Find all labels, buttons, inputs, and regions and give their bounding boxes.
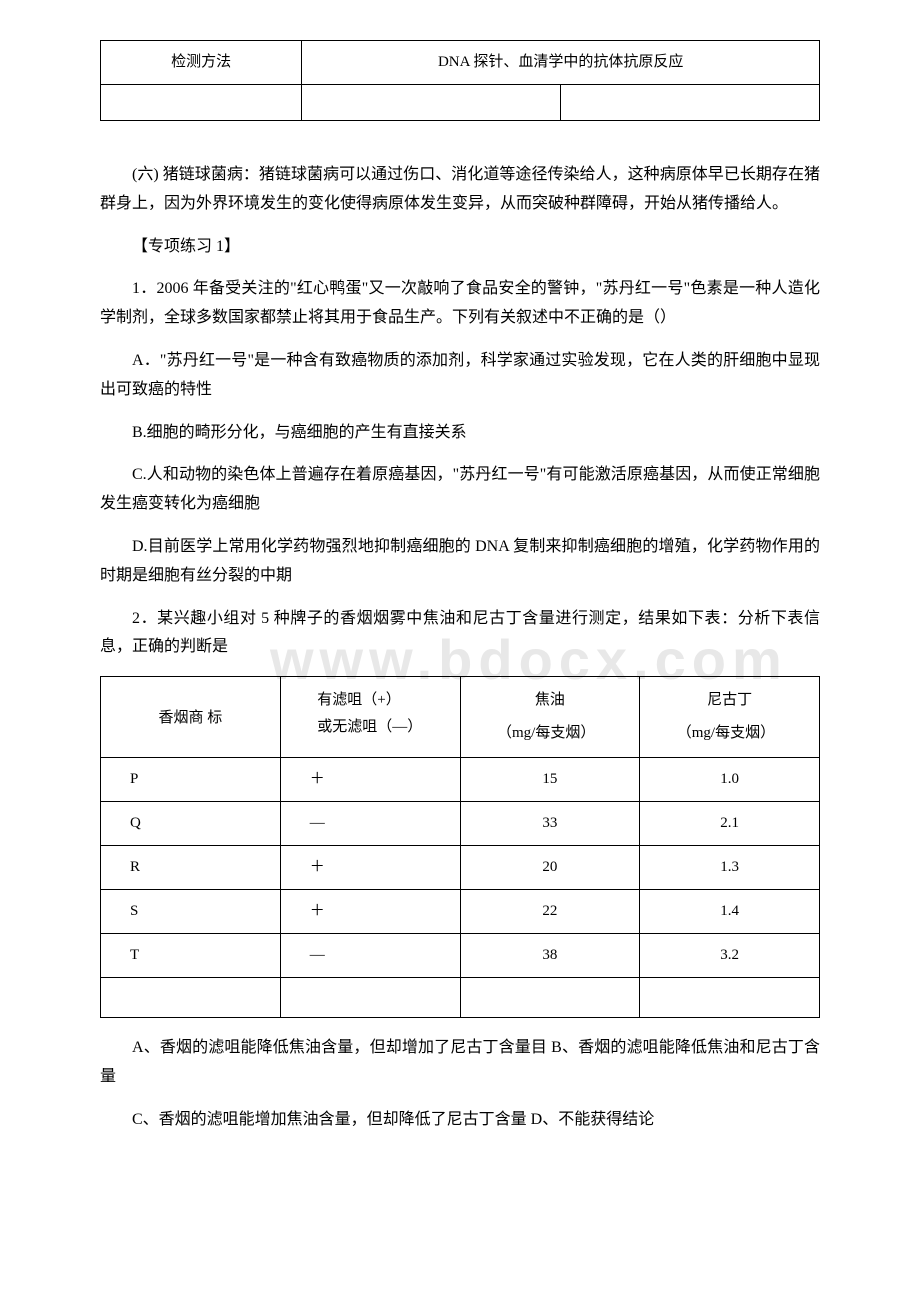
filter-cell: — [280, 802, 460, 846]
brand-cell: T [101, 934, 281, 978]
table-row: Q — 33 2.1 [101, 802, 820, 846]
filter-header-line1: 有滤咀（+） [295, 687, 446, 714]
table-row: 检测方法 DNA 探针、血清学中的抗体抗原反应 [101, 41, 820, 85]
nicotine-cell: 1.0 [640, 758, 820, 802]
brand-cell: R [101, 846, 281, 890]
empty-cell [101, 85, 302, 121]
question-2-intro: 2．某兴趣小组对 5 种牌子的香烟烟雾中焦油和尼古丁含量进行测定，结果如下表：分… [100, 605, 820, 663]
empty-cell [640, 978, 820, 1018]
tar-cell: 22 [460, 890, 640, 934]
table-row-empty [101, 978, 820, 1018]
cigarette-data-table: 香烟商 标 有滤咀（+） 或无滤咀（—） 焦油 （mg/每支烟） 尼古丁 （mg… [100, 676, 820, 1018]
question-1-option-c: C.人和动物的染色体上普遍存在着原癌基因，"苏丹红一号"有可能激活原癌基因，从而… [100, 461, 820, 519]
filter-cell: ＋ [280, 846, 460, 890]
header-brand: 香烟商 标 [101, 677, 281, 758]
empty-cell [561, 85, 820, 121]
detection-method-content: DNA 探针、血清学中的抗体抗原反应 [302, 41, 820, 85]
brand-cell: Q [101, 802, 281, 846]
brand-cell: S [101, 890, 281, 934]
empty-cell [460, 978, 640, 1018]
nicotine-cell: 2.1 [640, 802, 820, 846]
brand-cell: P [101, 758, 281, 802]
nicotine-cell: 3.2 [640, 934, 820, 978]
table-header-row: 香烟商 标 有滤咀（+） 或无滤咀（—） 焦油 （mg/每支烟） 尼古丁 （mg… [101, 677, 820, 758]
tar-cell: 38 [460, 934, 640, 978]
header-nicotine: 尼古丁 （mg/每支烟） [640, 677, 820, 758]
table-row: T — 38 3.2 [101, 934, 820, 978]
filter-cell: ＋ [280, 758, 460, 802]
tar-cell: 33 [460, 802, 640, 846]
detection-method-table: 检测方法 DNA 探针、血清学中的抗体抗原反应 [100, 40, 820, 121]
exercise-title: 【专项练习 1】 [100, 233, 820, 262]
question-1-intro: 1．2006 年备受关注的"红心鸭蛋"又一次敲响了食品安全的警钟，"苏丹红一号"… [100, 275, 820, 333]
detection-method-label: 检测方法 [101, 41, 302, 85]
filter-cell: — [280, 934, 460, 978]
tar-header-line2: （mg/每支烟） [475, 720, 626, 747]
nic-header-line1: 尼古丁 [654, 687, 805, 714]
table-row-empty [101, 85, 820, 121]
nicotine-cell: 1.4 [640, 890, 820, 934]
empty-cell [101, 978, 281, 1018]
question-1-option-d: D.目前医学上常用化学药物强烈地抑制癌细胞的 DNA 复制来抑制癌细胞的增殖，化… [100, 533, 820, 591]
tar-header-line1: 焦油 [475, 687, 626, 714]
tar-cell: 15 [460, 758, 640, 802]
empty-cell [302, 85, 561, 121]
header-filter: 有滤咀（+） 或无滤咀（—） [280, 677, 460, 758]
question-2-option-ab: A、香烟的滤咀能降低焦油含量，但却增加了尼古丁含量目 B、香烟的滤咀能降低焦油和… [100, 1034, 820, 1092]
question-2-option-cd: C、香烟的滤咀能增加焦油含量，但却降低了尼古丁含量 D、不能获得结论 [100, 1106, 820, 1135]
section-six-text: (六) 猪链球菌病：猪链球菌病可以通过伤口、消化道等途径传染给人，这种病原体早已… [100, 161, 820, 219]
filter-cell: ＋ [280, 890, 460, 934]
header-tar: 焦油 （mg/每支烟） [460, 677, 640, 758]
table-row: S ＋ 22 1.4 [101, 890, 820, 934]
table-row: R ＋ 20 1.3 [101, 846, 820, 890]
brand-header-text: 香烟商 标 [115, 687, 266, 732]
nicotine-cell: 1.3 [640, 846, 820, 890]
table-row: P ＋ 15 1.0 [101, 758, 820, 802]
filter-header-line2: 或无滤咀（—） [295, 714, 446, 741]
empty-cell [280, 978, 460, 1018]
question-1-option-b: B.细胞的畸形分化，与癌细胞的产生有直接关系 [100, 419, 820, 448]
nic-header-line2: （mg/每支烟） [654, 720, 805, 747]
tar-cell: 20 [460, 846, 640, 890]
question-1-option-a: A．"苏丹红一号"是一种含有致癌物质的添加剂，科学家通过实验发现，它在人类的肝细… [100, 347, 820, 405]
